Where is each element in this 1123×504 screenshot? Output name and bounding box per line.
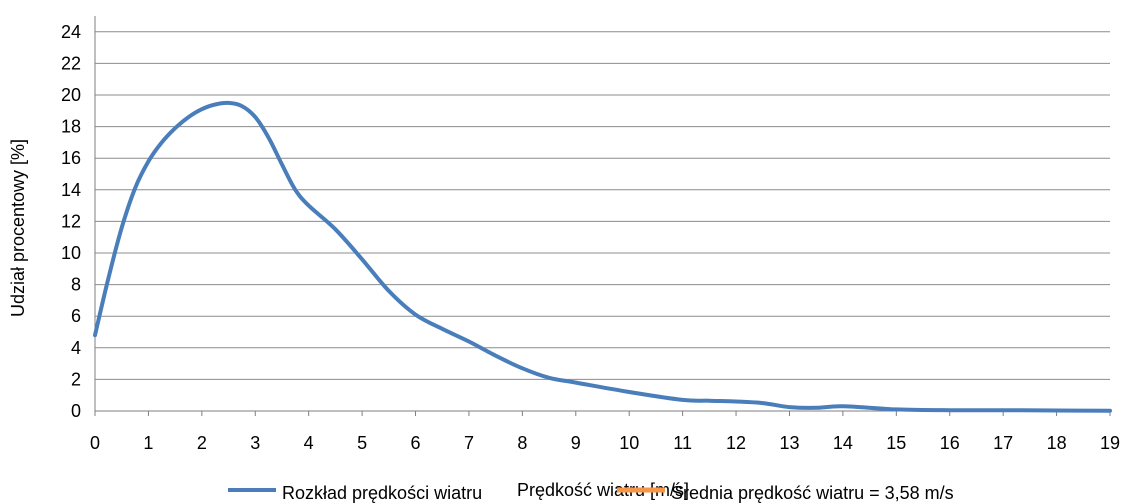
x-tick-label: 7 [464,433,474,453]
series-group [93,100,1112,413]
x-tick-label: 5 [357,433,367,453]
y-tick-label: 4 [71,338,81,358]
y-tick-label: 8 [71,275,81,295]
x-tick-label: 15 [886,433,906,453]
y-tick-label: 12 [61,211,81,231]
x-tick-label: 12 [726,433,746,453]
y-tick-label: 16 [61,148,81,168]
grid-lines [95,31,1110,380]
x-tick-label: 11 [673,433,692,453]
y-tick-label: 24 [61,22,81,42]
x-tick-label: 4 [304,433,314,453]
y-tick-label: 10 [61,243,81,263]
x-tick-label: 18 [1047,433,1067,453]
x-tick-label: 16 [940,433,960,453]
y-tick-label: 14 [61,180,81,200]
x-axis-title: Prędkość wiatru [m/s] [517,480,689,500]
y-tick-label: 6 [71,306,81,326]
x-tick-label: 1 [143,433,153,453]
x-tick-label: 2 [197,433,207,453]
x-tick-labels: 0 1 2 3 4 5 6 7 8 9 10 11 12 13 14 15 16 17 18 19 [90,433,1120,453]
legend-label-average: Średnia prędkość wiatru = 3,58 m/s [671,482,954,503]
y-axis-title: Udział procentowy [%] [8,139,28,317]
y-tick-label: 18 [61,117,81,137]
series-line-distribution [93,100,1112,413]
x-tick-label: 6 [411,433,421,453]
x-tick-label: 10 [619,433,639,453]
y-tick-label: 22 [61,53,81,73]
y-tick-label: 2 [71,369,81,389]
x-tick-label: 14 [833,433,853,453]
x-tick-label: 19 [1100,433,1120,453]
x-tick-label: 13 [779,433,799,453]
x-tick-label: 9 [571,433,581,453]
x-tick-label: 3 [250,433,260,453]
legend-label-distribution: Rozkład prędkości wiatru [282,483,482,503]
x-tick-label: 0 [90,433,100,453]
x-tick-label: 17 [993,433,1013,453]
legend: Rozkład prędkości wiatru Średnia prędkoś… [228,482,954,503]
x-tick-label: 8 [517,433,527,453]
y-tick-label: 0 [71,401,81,421]
y-tick-label: 20 [61,85,81,105]
